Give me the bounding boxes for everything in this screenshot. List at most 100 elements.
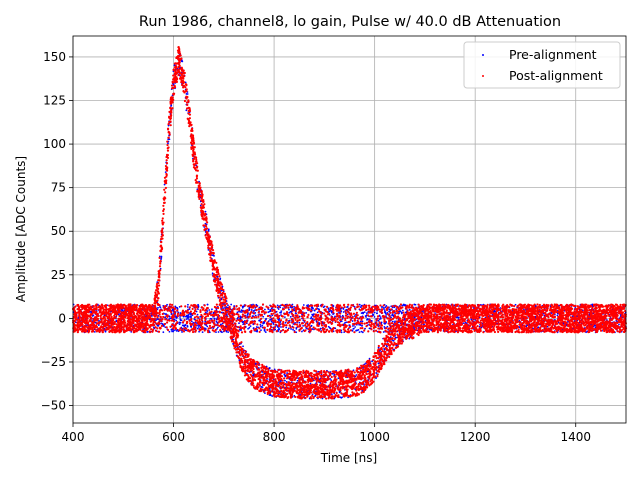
- data-point: [309, 382, 312, 385]
- data-point: [171, 330, 174, 333]
- data-point: [352, 327, 355, 330]
- data-point: [310, 317, 312, 320]
- data-point: [172, 83, 175, 86]
- data-point: [306, 395, 309, 398]
- data-point: [219, 277, 222, 280]
- data-point: [301, 313, 303, 316]
- data-point: [337, 377, 340, 380]
- data-point: [252, 310, 255, 312]
- data-point: [280, 310, 283, 313]
- data-point: [170, 105, 172, 107]
- data-point: [499, 307, 502, 309]
- data-point: [355, 329, 357, 332]
- data-point: [216, 326, 219, 329]
- data-point: [377, 319, 380, 322]
- data-point: [197, 326, 200, 328]
- data-point: [161, 227, 164, 230]
- data-point: [222, 314, 226, 317]
- data-point: [121, 309, 124, 312]
- data-point: [204, 210, 207, 213]
- data-point: [196, 313, 199, 316]
- data-point: [190, 315, 192, 318]
- plot-area: [71, 46, 628, 400]
- data-point: [358, 331, 361, 334]
- data-point: [264, 308, 266, 311]
- data-point: [385, 359, 388, 362]
- data-point: [211, 244, 214, 247]
- data-point: [330, 393, 333, 396]
- data-point: [176, 328, 179, 331]
- data-point: [355, 374, 358, 376]
- data-point: [215, 261, 218, 264]
- data-point: [313, 309, 316, 312]
- data-point: [186, 306, 189, 308]
- data-point: [551, 331, 554, 334]
- data-point: [167, 124, 170, 127]
- data-point: [228, 317, 231, 320]
- data-point: [179, 316, 181, 318]
- data-point: [256, 330, 258, 333]
- data-point: [413, 303, 416, 306]
- data-point: [302, 325, 304, 327]
- data-point: [249, 325, 252, 328]
- data-point: [363, 311, 366, 314]
- data-point: [278, 319, 280, 322]
- data-point: [391, 320, 394, 323]
- data-point: [392, 339, 395, 342]
- data-point: [221, 296, 224, 299]
- data-point: [456, 316, 459, 319]
- data-point: [161, 234, 164, 237]
- data-point: [383, 326, 386, 328]
- data-point: [157, 306, 159, 309]
- data-point: [393, 341, 396, 344]
- data-point: [278, 328, 281, 331]
- data-point: [160, 258, 162, 261]
- data-point: [181, 60, 184, 63]
- data-point: [301, 330, 303, 333]
- data-point: [164, 171, 167, 174]
- data-point: [207, 229, 210, 232]
- data-point: [183, 324, 185, 327]
- data-point: [368, 357, 371, 360]
- data-point: [270, 320, 273, 323]
- data-point: [366, 318, 369, 321]
- data-point: [286, 372, 288, 374]
- data-point: [254, 307, 257, 309]
- data-point: [184, 315, 187, 318]
- data-point: [252, 327, 255, 329]
- data-point: [395, 308, 398, 311]
- data-point: [254, 314, 257, 317]
- data-point: [266, 383, 269, 386]
- data-point: [216, 321, 219, 324]
- data-point: [298, 321, 301, 324]
- data-point: [225, 330, 228, 333]
- data-point: [373, 311, 376, 314]
- data-point: [188, 308, 191, 310]
- data-point: [251, 315, 254, 318]
- data-point: [357, 328, 360, 331]
- data-point: [277, 368, 280, 371]
- data-point: [430, 329, 433, 331]
- data-point: [262, 322, 265, 324]
- data-point: [329, 381, 332, 384]
- data-point: [288, 311, 291, 314]
- data-point: [239, 317, 242, 320]
- data-point: [526, 324, 528, 327]
- data-point: [267, 320, 270, 323]
- data-point: [362, 312, 364, 315]
- data-point: [222, 307, 224, 310]
- data-point: [276, 304, 279, 307]
- data-point: [206, 325, 209, 328]
- data-point: [154, 302, 157, 305]
- data-point: [272, 323, 275, 325]
- data-point: [353, 306, 356, 308]
- data-point: [197, 303, 200, 306]
- data-point: [277, 308, 280, 310]
- data-point: [462, 322, 465, 324]
- data-point: [232, 343, 235, 345]
- data-point: [342, 311, 345, 313]
- data-point: [366, 312, 368, 315]
- data-point: [247, 327, 249, 330]
- data-point: [306, 304, 308, 307]
